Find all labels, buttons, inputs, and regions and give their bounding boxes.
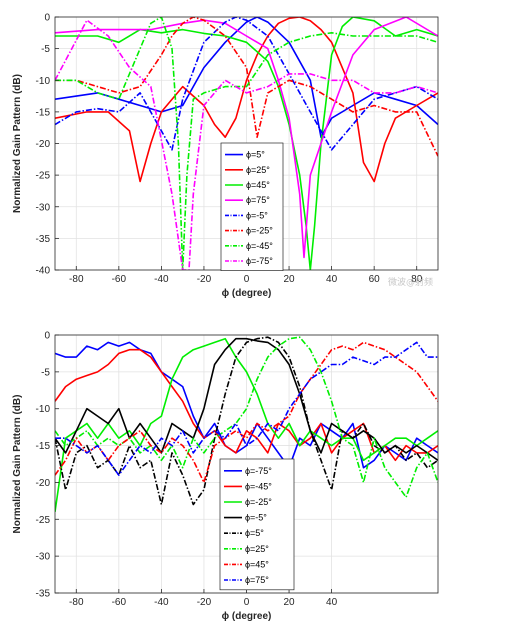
legend-label: ϕ=-45° — [245, 481, 272, 491]
x-tick-label: -80 — [69, 597, 84, 608]
legend-label: ϕ=-45° — [246, 241, 273, 251]
x-tick-label: 40 — [326, 597, 338, 608]
legend-label: ϕ=-25° — [245, 497, 272, 507]
legend-label: ϕ=75° — [245, 575, 269, 585]
legend-box — [219, 458, 295, 591]
chart-bottom: -80 -60 -40 -20 0 20 40 0 -5 -10 -15 -20 -25 -30 -35 ϕ … — [12, 331, 439, 622]
y-tick-label: -25 — [36, 171, 51, 182]
series-line-6 — [55, 17, 438, 270]
x-tick-label: 40 — [326, 274, 338, 285]
y-tick-label: -5 — [41, 44, 50, 55]
y-axis-label: Normalized Gain Pattern (dB) — [12, 74, 23, 213]
x-tick-label: 0 — [244, 274, 250, 285]
x-tick-label: 60 — [369, 274, 381, 285]
series-line-5 — [55, 17, 438, 157]
legend-label: ϕ=-75° — [245, 466, 272, 476]
y-tick-label: -25 — [36, 515, 51, 526]
x-tick-label: -40 — [154, 597, 169, 608]
legend-label: ϕ=-25° — [246, 226, 273, 236]
y-tick-label: -20 — [36, 139, 51, 150]
y-tick-label: -15 — [36, 107, 51, 118]
series-line-2 — [55, 17, 438, 270]
legend-label: ϕ=45° — [245, 559, 269, 569]
watermark-top: 微波@射频 — [388, 276, 433, 288]
series-line-7 — [55, 19, 438, 270]
legend: ϕ=5° ϕ=25° ϕ=45° ϕ=75° ϕ=-5° ϕ=-25° ϕ=-45° ϕ=-7… — [220, 142, 284, 271]
y-tick-label: -10 — [36, 76, 51, 87]
x-tick-label: 20 — [283, 274, 295, 285]
y-tick-label: -5 — [41, 367, 50, 378]
series-line-7 — [55, 341, 438, 476]
series-line-4 — [55, 336, 438, 506]
legend-label: ϕ=25° — [246, 165, 270, 175]
legend-label: ϕ=5° — [246, 150, 265, 160]
x-axis-label: ϕ (degree) — [222, 288, 272, 299]
legend-label: ϕ=-5° — [246, 210, 268, 220]
y-tick-label: -10 — [36, 404, 51, 415]
legend: ϕ=-75° ϕ=-45° ϕ=-25° ϕ=-5° ϕ=5° ϕ=25° ϕ=45° ϕ=7… — [219, 458, 295, 591]
legend-box — [220, 142, 284, 271]
legend-label: ϕ=-75° — [246, 256, 273, 266]
legend-label: ϕ=25° — [245, 544, 269, 554]
series-line-0 — [55, 17, 438, 138]
x-tick-label: 0 — [244, 597, 250, 608]
x-tick-label: -60 — [112, 274, 127, 285]
y-tick-label: -40 — [36, 266, 51, 277]
y-tick-label: 0 — [44, 13, 50, 24]
y-tick-label: -15 — [36, 441, 51, 452]
x-tick-label: 80 — [411, 274, 423, 285]
legend-label: ϕ=5° — [245, 528, 264, 538]
legend-label: ϕ=45° — [246, 180, 270, 190]
x-tick-label: -40 — [154, 274, 169, 285]
series-line-2 — [55, 337, 438, 513]
x-tick-label: -80 — [69, 274, 84, 285]
legend-label: ϕ=75° — [246, 195, 270, 205]
chart-top: -80 -60 -40 -20 0 20 40 60 80 0 -5 -10 -15 -20 -25 -30 -… — [12, 13, 439, 299]
x-tick-label: -60 — [112, 597, 127, 608]
series-line-5 — [55, 336, 438, 499]
y-tick-label: -20 — [36, 478, 51, 489]
x-tick-label: -20 — [197, 597, 212, 608]
y-tick-label: -35 — [36, 234, 51, 245]
x-tick-label: 20 — [283, 597, 295, 608]
legend-label: ϕ=-5° — [245, 513, 267, 523]
x-axis-label: ϕ (degree) — [222, 611, 272, 622]
y-tick-label: -35 — [36, 589, 51, 600]
y-axis-label: Normalized Gain Pattern (dB) — [12, 395, 23, 534]
y-tick-label: -30 — [36, 552, 51, 563]
x-tick-label: -20 — [197, 274, 212, 285]
y-tick-label: 0 — [44, 331, 50, 342]
y-tick-label: -30 — [36, 202, 51, 213]
